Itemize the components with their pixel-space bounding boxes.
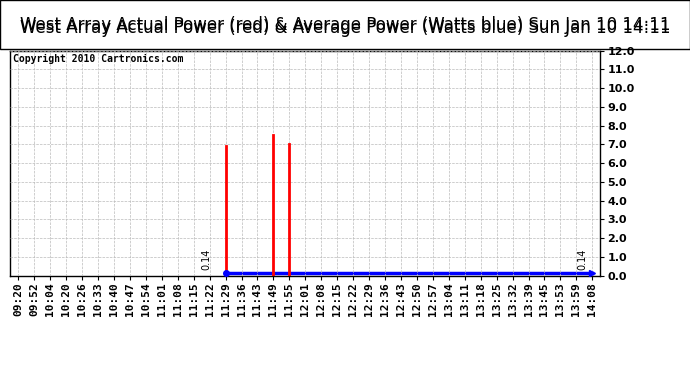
Text: West Array Actual Power (red) & Average Power (Watts blue) Sun Jan 10 14:11: West Array Actual Power (red) & Average … xyxy=(20,16,670,34)
Text: West Array Actual Power (red) & Average Power (Watts blue) Sun Jan 10 14:11: West Array Actual Power (red) & Average … xyxy=(20,19,670,37)
Text: Copyright 2010 Cartronics.com: Copyright 2010 Cartronics.com xyxy=(13,54,184,64)
Text: 0.14: 0.14 xyxy=(578,249,588,270)
Text: 0.14: 0.14 xyxy=(201,249,211,270)
